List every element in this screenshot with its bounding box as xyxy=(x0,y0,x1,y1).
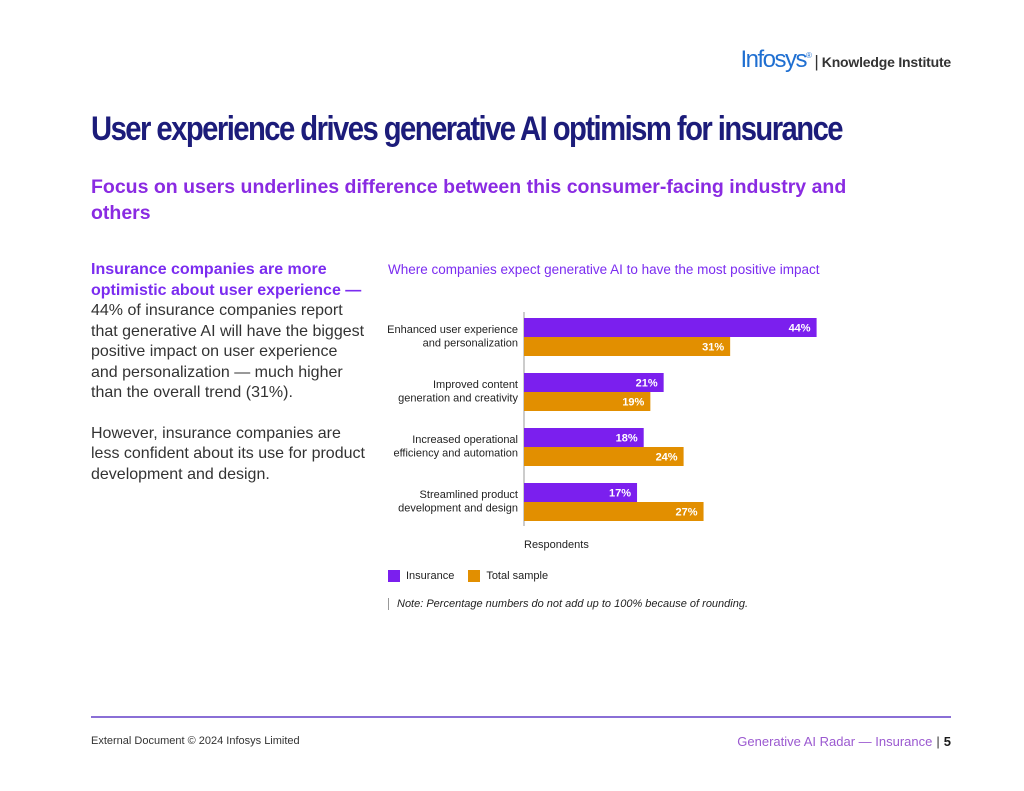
footer-divider xyxy=(91,716,951,718)
bar-total-sample xyxy=(524,337,731,356)
bar-chart: Enhanced user experience and personalizat… xyxy=(387,312,817,551)
page-subtitle: Focus on users underlines difference bet… xyxy=(91,176,847,224)
brand-separator: | xyxy=(814,52,819,71)
brand-subtitle: Knowledge Institute xyxy=(821,54,951,70)
chart-legend: Insurance Total sample xyxy=(388,570,562,582)
legend-swatch-total xyxy=(468,570,481,582)
page-title: User experience drives generative AI opt… xyxy=(91,110,844,148)
footer-report: Generative AI Radar — Insurance | 5 xyxy=(737,734,951,749)
footer-copyright: External Document © 2024 Infosys Limited xyxy=(91,735,300,747)
category-label: efficiency and automation xyxy=(393,448,518,460)
legend-label-total: Total sample xyxy=(486,570,549,582)
category-label: Streamlined product xyxy=(420,489,518,501)
summary-highlight: Insurance companies are more optimistic … xyxy=(91,261,362,299)
summary-body: 44% of insurance companies report that g… xyxy=(91,302,365,401)
bar-value-label: 17% xyxy=(609,488,631,500)
legend-item-total: Total sample xyxy=(468,570,548,582)
bar-total-sample xyxy=(524,392,651,411)
category-label: Enhanced user experience xyxy=(387,324,518,336)
legend-swatch-insurance xyxy=(388,570,400,582)
bar-value-label: 27% xyxy=(676,507,698,519)
summary-paragraph-2: However, insurance companies are less co… xyxy=(91,424,365,483)
footer-separator: | xyxy=(936,734,940,749)
legend-label-insurance: Insurance xyxy=(406,570,455,582)
summary-paragraph-1: Insurance companies are more optimistic … xyxy=(91,260,366,404)
bar-total-sample xyxy=(524,502,704,521)
category-label: and personalization xyxy=(423,338,518,350)
chart-title: Where companies expect generative AI to … xyxy=(388,262,820,277)
page-number: 5 xyxy=(943,734,951,749)
legend-item-insurance: Insurance xyxy=(388,570,454,582)
category-label: Improved content xyxy=(433,379,518,391)
bar-value-label: 18% xyxy=(616,433,638,445)
bar-value-label: 31% xyxy=(702,342,724,354)
bar-value-label: 44% xyxy=(789,323,811,335)
bar-insurance xyxy=(524,428,644,447)
bar-value-label: 21% xyxy=(636,378,658,390)
category-label: generation and creativity xyxy=(398,393,518,405)
bar-total-sample xyxy=(524,447,684,466)
chart-note: Note: Percentage numbers do not add up t… xyxy=(388,598,748,610)
x-axis-label: Respondents xyxy=(524,539,589,551)
bar-value-label: 24% xyxy=(656,452,678,464)
category-label: development and design xyxy=(398,503,518,515)
bar-insurance xyxy=(524,483,638,502)
footer-report-title: Generative AI Radar — Insurance xyxy=(737,734,933,749)
bar-insurance xyxy=(524,373,664,392)
category-label: Increased operational xyxy=(412,434,518,446)
infosys-logo: Infosys® xyxy=(740,46,812,73)
bar-insurance xyxy=(524,318,817,337)
summary-text: Insurance companies are more optimistic … xyxy=(91,260,366,505)
bar-value-label: 19% xyxy=(622,397,644,409)
brand-logo: Infosys® | Knowledge Institute xyxy=(740,46,951,74)
